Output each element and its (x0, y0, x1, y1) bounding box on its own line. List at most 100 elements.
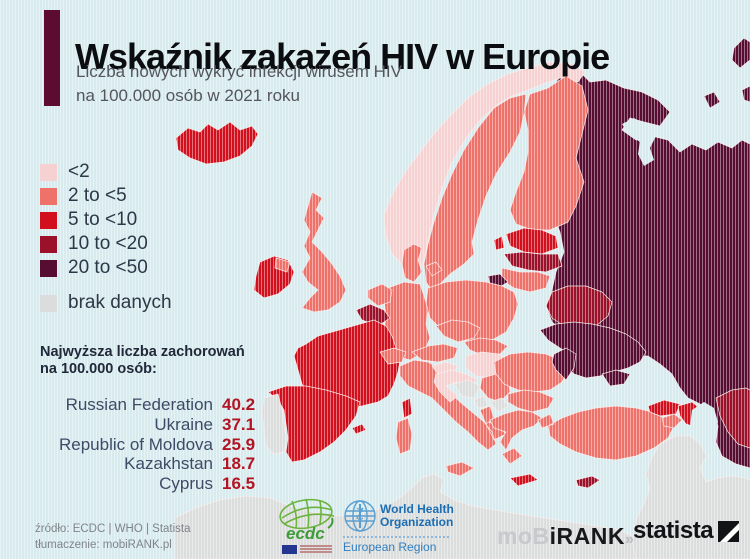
statista-logo: statista (633, 517, 740, 545)
mobirank-black-part: iRANK (549, 523, 625, 549)
statista-square-icon (718, 520, 740, 542)
map-region-portugal (261, 393, 287, 455)
mobirank-gray-part: moB (497, 523, 550, 549)
map-region-united-kingdom (301, 191, 347, 313)
map-region-balearic-islands (351, 423, 367, 435)
who-line-1: World Health (380, 502, 454, 516)
map-region-switzerland (379, 347, 407, 365)
ranking-country: Russian Federation (65, 395, 213, 415)
map-region-north-africa (174, 473, 645, 559)
subtitle-line-1: Liczba nowych wykryć infekcji wirusem HI… (76, 62, 402, 81)
map-region-novaya-zemlya (703, 37, 750, 109)
map-region-sardinia (395, 417, 413, 455)
who-logo: World Health Organization European Regio… (343, 499, 458, 555)
legend-label: 2 to <5 (68, 185, 127, 206)
ranking-value: 40.2 (222, 395, 256, 415)
map-countries (174, 37, 750, 559)
map-region-turkey (537, 405, 675, 461)
map-region-sicily (445, 461, 475, 477)
legend-row: 20 to <50 (40, 256, 172, 280)
map-region-iceland (175, 121, 259, 165)
subtitle-line-2: na 100.000 osób w 2021 roku (76, 85, 301, 105)
map-region-estonia (493, 227, 559, 255)
page-subtitle: Liczba nowych wykryć infekcji wirusem HI… (76, 60, 496, 108)
who-wordmark: World Health Organization (380, 503, 454, 528)
legend-label: brak danych (68, 292, 172, 313)
legend-swatch-5to10 (40, 211, 57, 229)
map-region-slovakia (463, 337, 509, 357)
source-line: źródło: ECDC | WHO | Statista (35, 523, 191, 535)
ranking-row: Ukraine 37.1 (40, 415, 262, 435)
ranking-rows: Russian Federation 40.2 Ukraine 37.1 Rep… (40, 395, 262, 493)
map-region-armenia (661, 413, 683, 429)
map-region-montenegro (473, 395, 489, 409)
title-accent-bar (44, 10, 60, 106)
ranking-country: Republic of Moldova (58, 434, 213, 454)
map-region-moldova (551, 347, 577, 381)
map-region-bulgaria (507, 389, 555, 413)
who-region-label: European Region (343, 540, 437, 554)
legend-row-no-data: brak danych (40, 291, 172, 315)
ranking-row: Cyprus 16.5 (40, 474, 262, 494)
top-countries-ranking: Najwyższa liczba zachorowań na 100.000 o… (40, 344, 262, 493)
legend-swatch-2to5 (40, 187, 57, 205)
map-region-bosnia (453, 379, 481, 399)
ranking-country: Ukraine (154, 414, 213, 434)
map-region-belgium (355, 303, 391, 327)
ranking-row: Russian Federation 40.2 (40, 395, 262, 415)
map-region-corsica (401, 397, 413, 419)
ranking-value: 25.9 (222, 434, 256, 454)
map-region-czechia (435, 319, 481, 343)
ranking-heading: Najwyższa liczba zachorowań na 100.000 o… (40, 344, 262, 377)
map-region-crete (509, 473, 539, 487)
legend-label: 5 to <10 (68, 209, 138, 230)
ecdc-micro-text (300, 545, 332, 554)
map-region-crimea (601, 369, 631, 387)
map-region-romania (493, 351, 569, 393)
map-region-belarus (545, 285, 613, 331)
map-region-greece (489, 409, 543, 465)
ranking-row: Republic of Moldova 25.9 (40, 435, 262, 455)
who-line-2: Organization (380, 514, 454, 529)
map-region-latvia (503, 251, 563, 273)
ranking-heading-line-2: na 100.000 osób: (40, 360, 157, 377)
map-region-spain (267, 385, 361, 463)
ranking-country: Cyprus (159, 473, 213, 493)
mobirank-sound-mark: » (624, 531, 635, 548)
ecdc-wordmark: ecdc (286, 524, 325, 543)
page-title: Wskaźnik zakażeń HIV w Europie (75, 36, 610, 78)
legend-row: <2 (40, 160, 172, 184)
legend-row: 2 to <5 (40, 184, 172, 208)
map-region-denmark (401, 243, 443, 283)
legend-swatch-20to50 (40, 259, 57, 277)
map-region-austria (411, 343, 459, 363)
ranking-value: 18.7 (222, 454, 256, 474)
ranking-value: 16.5 (222, 473, 256, 493)
map-region-croatia (433, 369, 479, 403)
legend-label: <2 (68, 161, 90, 182)
ecdc-logo: ecdc (276, 498, 340, 556)
who-emblem-icon (344, 500, 376, 532)
legend-swatch-no-data (40, 294, 57, 312)
ranking-heading-line-1: Najwyższa liczba zachorowań (40, 344, 245, 360)
white-sea (622, 118, 656, 166)
legend-label: 20 to <50 (68, 257, 148, 278)
map-region-finland (509, 75, 589, 231)
who-divider (343, 536, 449, 538)
map-region-north-macedonia (489, 397, 509, 413)
legend-swatch-lt2 (40, 163, 57, 181)
legend-label: 10 to <20 (68, 233, 148, 254)
eu-flag-icon (282, 545, 297, 554)
ecdc-globe-icon (279, 498, 335, 530)
ranking-value: 37.1 (222, 414, 256, 434)
map-region-georgia (647, 399, 681, 417)
ranking-row: Kazakhstan 18.7 (40, 454, 262, 474)
map-region-france (293, 319, 401, 409)
map-region-netherlands (367, 283, 393, 307)
translation-line: tłumaczenie: mobiRANK.pl (35, 539, 172, 552)
map-region-cyprus (575, 475, 601, 489)
ranking-country: Kazakhstan (124, 454, 213, 474)
statista-wordmark: statista (633, 517, 714, 544)
